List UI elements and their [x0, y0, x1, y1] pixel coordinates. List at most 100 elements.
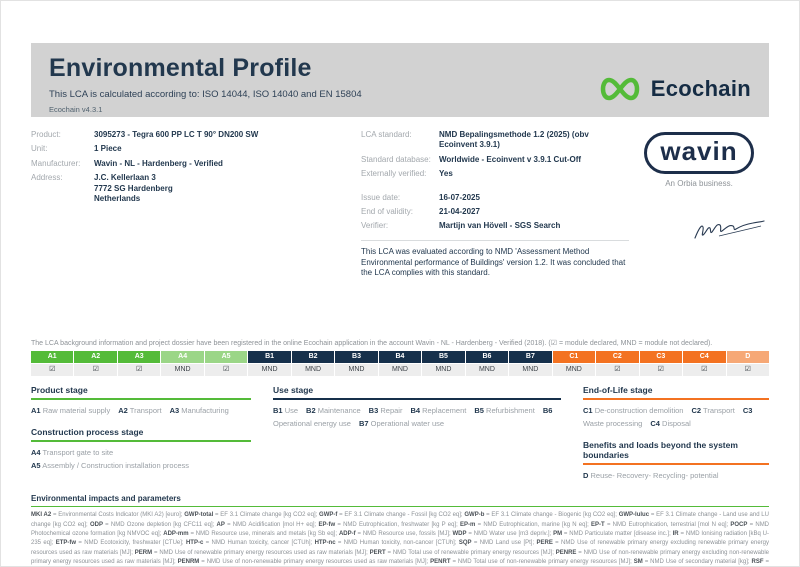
standard-database-value: Worldwide - Ecoinvent v 3.9.1 Cut-Off: [439, 154, 582, 164]
module-column-B1: B1 MND: [248, 351, 291, 377]
module-code: C1: [552, 351, 596, 364]
stage-title: Use stage: [273, 385, 561, 401]
stage-item-label: Raw material supply: [42, 406, 111, 416]
parameter-abbr: EP-fw: [318, 521, 336, 528]
unit-row: Unit: 1 Piece: [31, 144, 361, 154]
module-status: ☑: [726, 364, 769, 377]
parameter-abbr: EP-T: [591, 521, 605, 528]
parameter-abbr: PERT: [369, 549, 386, 556]
stage-item-B1: B1 Use: [273, 406, 306, 415]
stage-item-code: C4: [650, 418, 660, 428]
product-value: 3095273 - Tegra 600 PP LC T 90° DN200 SW: [94, 130, 259, 139]
module-code: B2: [291, 351, 335, 364]
wavin-logo-text: wavin: [660, 136, 738, 166]
document-header: Environmental Profile This LCA is calcul…: [31, 43, 769, 117]
ecochain-logo-text: Ecochain: [650, 75, 751, 101]
module-column-D: D ☑: [726, 351, 769, 377]
stage-item-B6: B6 Operational energy use: [273, 406, 552, 428]
stage-item-label: Manufacturing: [181, 406, 229, 416]
stage-item-code: C3: [742, 406, 753, 416]
stage-item-C4: C4 Disposal: [650, 419, 698, 428]
module-status: MND: [248, 364, 291, 377]
stage-title: Benefits and loads beyond the system bou…: [583, 440, 769, 465]
parameter-abbr: GWP-luluc: [618, 512, 650, 519]
verifier-value: Martijn van Hövell - SGS Search: [439, 221, 561, 231]
info-section: Product: 3095273 - Tegra 600 PP LC T 90°…: [31, 130, 769, 279]
stage-item-B2: B2 Maintenance: [306, 406, 369, 415]
ecochain-logo: Ecochain: [597, 68, 751, 109]
wavin-tagline: An Orbia business.: [665, 179, 733, 188]
module-status: MND: [509, 364, 552, 377]
address-line-3: Netherlands: [94, 193, 141, 203]
environmental-parameters-section: Environmental impacts and parameters MKI…: [31, 494, 769, 566]
stage-item-code: B1: [273, 406, 283, 416]
module-code: D: [726, 351, 769, 364]
parameter-abbr: ODP: [89, 521, 103, 528]
address-label: Address:: [31, 173, 63, 183]
address-value: J.C. Kellerlaan 3 7772 SG Hardenberg Net…: [94, 173, 173, 204]
module-declaration-table: A1 ☑ A2 ☑ A3 ☑ A4 MND A5 ☑ B1 MND B2 MND B3 MND B4 MND B5 M…: [31, 351, 769, 377]
module-code: A5: [204, 351, 248, 364]
end-of-validity-label: End of validity:: [361, 206, 414, 216]
stage-item-label: Repair: [380, 406, 403, 416]
module-column-C1: C1 MND: [552, 351, 596, 377]
evaluation-note: This LCA was evaluated according to NMD …: [361, 246, 626, 278]
product-row: Product: 3095273 - Tegra 600 PP LC T 90°…: [31, 130, 361, 140]
stage-item-code: B2: [306, 406, 316, 416]
module-status: ☑: [74, 364, 117, 377]
parameter-abbr: IR: [672, 530, 679, 537]
stage-item-code: A3: [169, 406, 180, 416]
parameter-abbr: GWP-b: [464, 512, 485, 519]
parameter-abbr: PM: [553, 530, 563, 537]
stage-block: Benefits and loads beyond the system bou…: [583, 440, 769, 483]
unit-label: Unit:: [31, 144, 48, 154]
parameter-abbr: EP-m: [460, 521, 476, 528]
module-column-C3: C3 ☑: [639, 351, 683, 377]
lca-info: LCA standard: NMD Bepalingsmethode 1.2 (…: [361, 130, 629, 279]
externally-verified-row: Externally verified: Yes: [361, 169, 629, 179]
address-line-2: 7772 SG Hardenberg: [94, 183, 173, 193]
stage-block: Construction process stage A4 Transport g…: [31, 427, 251, 473]
stage-item-label: De-construction demolition: [594, 406, 684, 416]
module-status: MND: [422, 364, 465, 377]
stage-column-use: Use stage B1 Use B2 Maintenance B3 Repair B4…: [273, 385, 561, 491]
stage-item-label: Transport: [129, 406, 162, 416]
parameter-abbr: GWP-total: [184, 512, 214, 519]
divider: [361, 239, 629, 241]
address-line-1: J.C. Kellerlaan 3: [94, 173, 156, 183]
stage-items: A4 Transport gate to site A5 Assembly / C…: [31, 447, 251, 473]
module-column-B7: B7 MND: [509, 351, 552, 377]
stage-item-B7: B7 Operational water use: [359, 419, 452, 428]
wavin-logo: wavin: [644, 132, 754, 174]
manufacturer-label: Manufacturer:: [31, 158, 81, 168]
lca-standard-label: LCA standard:: [361, 130, 412, 139]
module-code: A3: [117, 351, 161, 364]
stage-item-code: C2: [691, 406, 702, 416]
verifier-label: Verifier:: [361, 221, 389, 231]
stage-item-label: Replacement: [422, 406, 467, 416]
stage-item-label: Reuse- Recovery- Recycling- potential: [590, 470, 719, 480]
parameter-abbr: PERM: [134, 549, 153, 556]
stage-item-C1: C1 De-construction demolition: [583, 406, 691, 415]
stage-item-code: B6: [542, 406, 553, 416]
module-column-C4: C4 ☑: [683, 351, 726, 377]
stage-item-C2: C2 Transport: [691, 406, 742, 415]
environmental-parameters-heading: Environmental impacts and parameters: [31, 494, 181, 504]
brand-block: wavin An Orbia business.: [629, 130, 769, 279]
stage-item-A4: A4 Transport gate to site: [31, 447, 251, 460]
stage-item-code: B3: [368, 406, 379, 416]
stage-item-label: Use: [284, 406, 299, 416]
page-title: Environmental Profile: [49, 54, 312, 82]
stage-item-B3: B3 Repair: [369, 406, 411, 415]
parameter-abbr: ADP-f: [338, 530, 356, 537]
stage-item-code: A5: [31, 460, 41, 470]
module-status: MND: [552, 364, 596, 377]
parameter-abbr: PENRT: [430, 558, 451, 565]
stage-item-label: Transport: [703, 406, 735, 416]
divider: [31, 506, 769, 508]
stage-item-B4: B4 Replacement: [410, 406, 474, 415]
lca-standards-subtitle: This LCA is calculated according to: ISO…: [49, 89, 362, 100]
module-column-C2: C2 ☑: [596, 351, 639, 377]
stage-item-code: D: [583, 470, 589, 480]
parameter-abbr: MKI A2: [31, 512, 52, 519]
